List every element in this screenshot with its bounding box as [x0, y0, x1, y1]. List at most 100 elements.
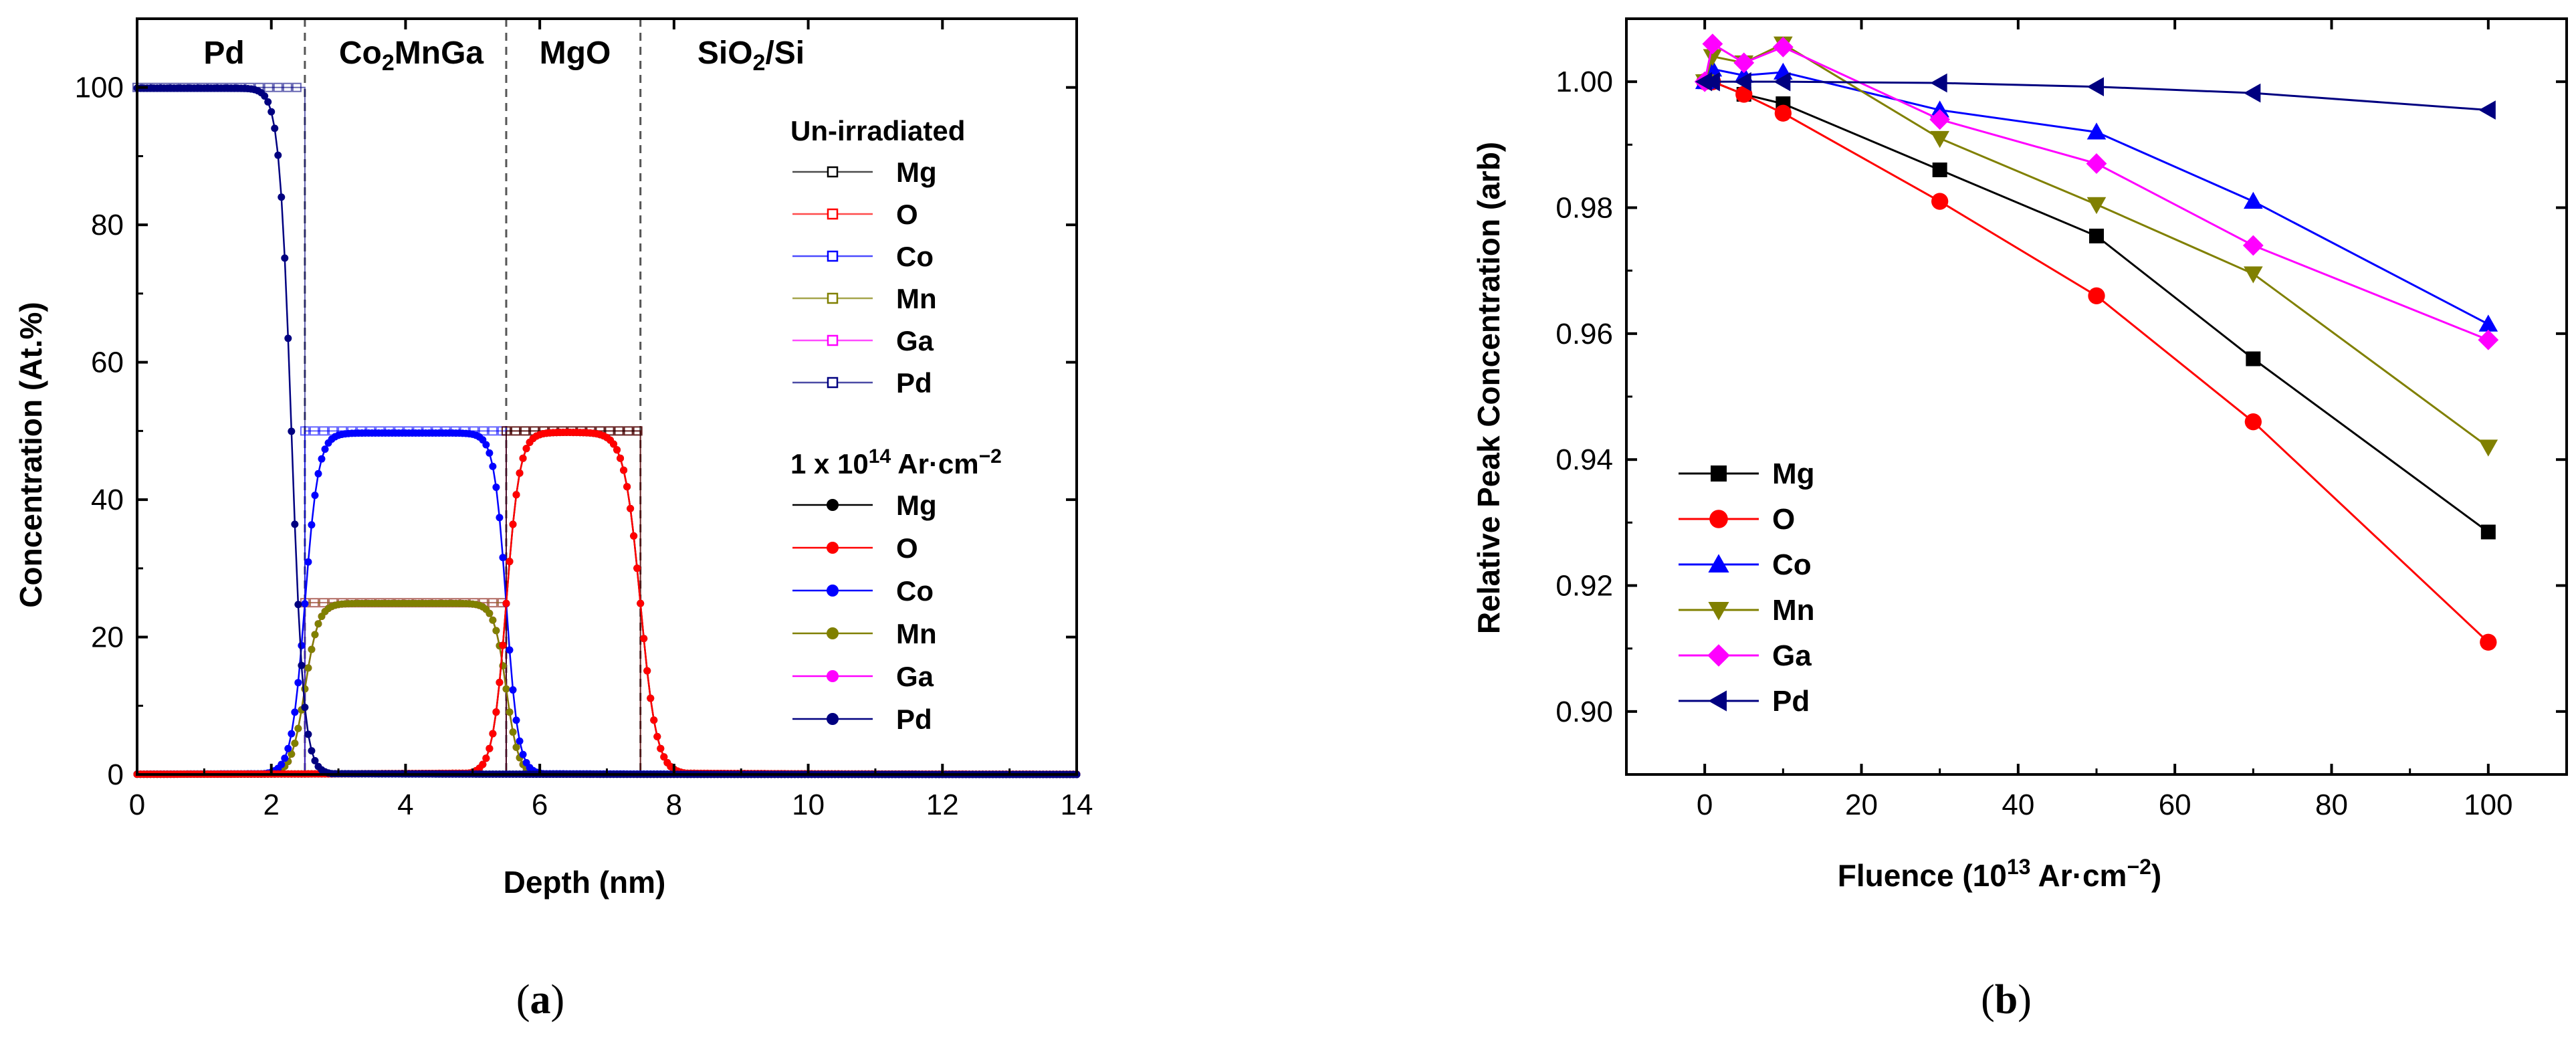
layer-label-sio2si: SiO2/Si — [697, 35, 804, 76]
irradiated-marker-o — [647, 694, 655, 702]
irradiated-marker-co — [278, 760, 286, 768]
irradiated-marker-co — [288, 730, 296, 738]
unirradiated-line-mg — [137, 430, 1077, 775]
series-marker-o — [2244, 413, 2262, 431]
legend-unirr-label-pd: Pd — [896, 367, 932, 399]
irradiated-marker-mn — [311, 631, 319, 639]
panel-a-x-tick-label: 12 — [926, 789, 959, 821]
series-marker-mn — [2244, 266, 2263, 284]
irradiated-marker-o — [496, 678, 504, 686]
panel-b-x-tick-label: 80 — [2315, 789, 2348, 821]
panel-b-y-tick-label: 1.00 — [1555, 66, 1613, 98]
legend-unirr-swatch-marker-pd — [827, 377, 839, 389]
panel-a-y-tick-label: 20 — [91, 621, 124, 654]
panel-a-x-tick-label: 4 — [397, 789, 413, 821]
legend-unirr-swatch-marker-co — [827, 250, 839, 262]
series-marker-ga — [1929, 109, 1951, 130]
series-marker-co — [1930, 100, 1949, 118]
unirradiated-marker-co — [318, 426, 328, 436]
irradiated-marker-o — [482, 754, 490, 762]
irradiated-marker-co — [314, 469, 322, 478]
irradiated-marker-co — [281, 754, 289, 762]
irradiated-marker-co — [304, 558, 312, 566]
irradiated-marker-pd — [271, 124, 279, 132]
irradiated-marker-mn — [308, 645, 316, 653]
series-marker-ga — [2242, 235, 2264, 256]
panel-b-plot-area — [1694, 33, 2499, 651]
series-marker-mg — [2246, 351, 2261, 367]
panel-b-x-tick-label: 100 — [2464, 789, 2512, 821]
panel-a-x-tick-label: 0 — [129, 789, 145, 821]
irradiated-marker-co — [301, 600, 309, 608]
panel-b-xlabel: Fluence (1013 Ar·cm−2) — [1838, 855, 2162, 893]
irradiated-marker-o — [509, 520, 517, 528]
irradiated-marker-o — [660, 753, 668, 761]
unirradiated-marker-co — [309, 426, 319, 436]
legend-unirr-swatch-marker-mg — [827, 166, 839, 178]
irradiated-marker-mn — [314, 620, 322, 628]
series-marker-co — [2478, 314, 2498, 332]
irradiated-marker-o — [506, 558, 514, 566]
irradiated-marker-co — [519, 750, 527, 758]
series-marker-pd — [2244, 83, 2261, 103]
series-marker-mg — [1932, 163, 1947, 177]
irradiated-marker-o — [479, 760, 487, 768]
unirradiated-marker-mg — [511, 426, 521, 436]
panel-a-y-tick-label: 80 — [91, 209, 124, 241]
irradiated-marker-o — [489, 730, 497, 738]
irradiated-marker-o — [627, 504, 635, 512]
irradiated-marker-co — [482, 441, 490, 449]
legend-group-irradiated: 1 x 1014 Ar·cm−2 — [790, 445, 1002, 480]
panel-b-y-tick-label: 0.96 — [1555, 318, 1613, 350]
irradiated-marker-pd — [298, 661, 306, 669]
legend-irr-swatch-marker-ga — [827, 670, 839, 682]
irradiated-marker-pd — [261, 92, 269, 100]
legend-unirr-swatch-marker-o — [827, 208, 839, 220]
irradiated-marker-o — [620, 466, 628, 474]
panel-a: 0 2 4 6 8 10 12 14 0 20 40 60 80 100 Depth (nm) Conce… — [13, 17, 1093, 1023]
unirradiated-marker-mn — [318, 598, 328, 608]
irradiated-marker-pd — [304, 730, 312, 738]
legend-irr-swatch-marker-co — [827, 585, 839, 597]
unirradiated-marker-pd — [282, 82, 292, 92]
panel-a-y-tick-label: 0 — [108, 758, 124, 791]
legend-unirr-label-mg: Mg — [896, 156, 937, 188]
legend-label-mg: Mg — [1772, 457, 1815, 490]
panel-b-axes: 0 20 40 60 80 100 0.90 0.92 0.94 0.96 0.98 1.00 — [1555, 17, 2568, 821]
series-marker-pd — [1930, 73, 1947, 93]
panel-a-layer-labels: Pd Co2MnGa MgO SiO2/Si — [203, 35, 804, 76]
irradiated-marker-pd — [278, 193, 286, 201]
irradiated-marker-pd — [294, 601, 302, 609]
irradiated-marker-co — [311, 492, 319, 500]
series-marker-o — [1735, 86, 1753, 103]
panel-b-x-tick-label: 20 — [1845, 789, 1878, 821]
unirradiated-marker-co — [478, 426, 488, 436]
irradiated-marker-pd — [281, 254, 289, 262]
series-marker-mg — [2480, 524, 2496, 540]
legend-unirr-swatch-marker-ga — [827, 334, 839, 346]
irradiated-marker-mn — [486, 609, 494, 617]
unirradiated-marker-mg — [501, 426, 511, 436]
panel-a-x-tick-label: 14 — [1061, 789, 1093, 821]
legend-irr-swatch-marker-mg — [827, 499, 839, 511]
panel-b-y-tick-label: 0.98 — [1555, 192, 1613, 225]
panel-b-legend: Mg O Co Mn Ga Pd — [1679, 457, 1815, 718]
irradiated-marker-o — [650, 716, 658, 724]
unirradiated-marker-co — [300, 426, 310, 436]
panel-a-xlabel: Depth (nm) — [504, 865, 666, 900]
irradiated-marker-mn — [489, 616, 497, 624]
irradiated-marker-co — [291, 708, 299, 716]
irradiated-marker-o — [633, 564, 641, 572]
series-marker-mn — [2086, 197, 2107, 215]
legend-label-ga: Ga — [1772, 639, 1812, 672]
series-marker-ga — [1772, 36, 1794, 58]
panel-a-y-tick-label: 100 — [75, 72, 124, 104]
irradiated-marker-mn — [506, 708, 514, 716]
layer-label-co2mnga: Co2MnGa — [339, 35, 484, 76]
series-marker-pd — [1734, 72, 1751, 92]
series-marker-mn — [2478, 439, 2498, 457]
unirradiated-marker-mg — [614, 426, 624, 436]
series-marker-co — [2086, 122, 2107, 140]
irradiated-marker-o — [657, 744, 665, 752]
